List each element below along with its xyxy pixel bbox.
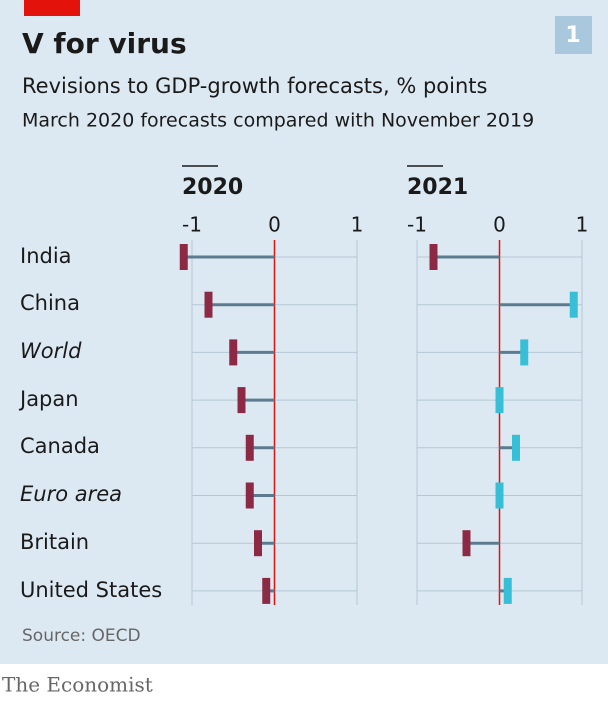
category-label: United States xyxy=(20,578,162,602)
category-label: Euro area xyxy=(20,482,122,506)
subtitle: Revisions to GDP-growth forecasts, % poi… xyxy=(22,74,487,98)
source: Source: OECD xyxy=(22,626,141,646)
title: V for virus xyxy=(22,27,187,60)
marker xyxy=(569,291,578,318)
marker xyxy=(512,434,520,461)
marker xyxy=(229,339,238,366)
marker xyxy=(245,482,254,509)
badge xyxy=(555,16,592,54)
marker xyxy=(503,577,512,604)
x-tick-label: -1 xyxy=(182,213,202,237)
x-tick-label: -1 xyxy=(407,213,427,237)
marker xyxy=(462,530,471,557)
marker xyxy=(179,244,188,270)
category-label: World xyxy=(20,339,82,363)
marker xyxy=(204,291,213,318)
x-tick-label: 1 xyxy=(576,213,589,237)
marker xyxy=(245,434,254,461)
marker xyxy=(520,339,529,366)
background xyxy=(0,0,608,664)
badge-label: 1 xyxy=(565,23,580,48)
category-label: India xyxy=(20,244,72,268)
marker xyxy=(429,244,438,270)
marker xyxy=(495,387,504,414)
category-label: Japan xyxy=(18,387,79,411)
red-tab xyxy=(24,0,80,16)
panel-title: 2021 xyxy=(407,175,468,200)
category-label: China xyxy=(20,291,80,315)
brand: The Economist xyxy=(2,673,153,697)
x-tick-label: 0 xyxy=(493,213,506,237)
marker xyxy=(262,577,271,604)
marker xyxy=(495,482,504,509)
panel-title: 2020 xyxy=(182,175,243,200)
description: March 2020 forecasts compared with Novem… xyxy=(22,110,534,132)
category-label: Canada xyxy=(20,434,100,458)
x-tick-label: 1 xyxy=(351,213,364,237)
marker xyxy=(237,387,246,414)
category-label: Britain xyxy=(20,530,89,554)
marker xyxy=(254,530,262,557)
x-tick-label: 0 xyxy=(268,213,281,237)
